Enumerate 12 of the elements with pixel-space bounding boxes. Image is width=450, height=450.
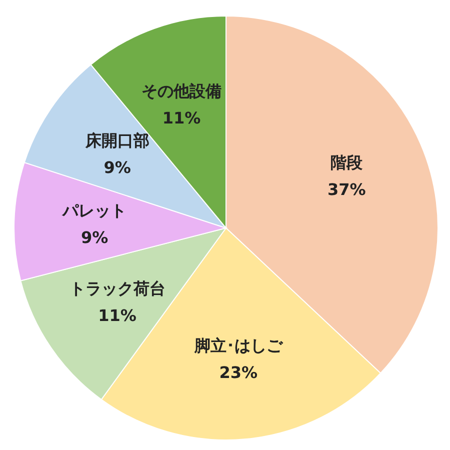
data-label: 23% bbox=[219, 362, 258, 382]
slice-label: トラック荷台 bbox=[69, 278, 166, 298]
slice-label: 脚立･はしご bbox=[193, 336, 284, 355]
slice-label: パレット bbox=[62, 200, 127, 220]
data-label: 9% bbox=[104, 158, 131, 178]
data-label: 9% bbox=[81, 228, 108, 247]
slice-label: 床開口部 bbox=[84, 131, 150, 150]
data-label: 11% bbox=[98, 306, 136, 325]
data-label: 37% bbox=[327, 180, 366, 199]
slice-label: 階段 bbox=[330, 152, 364, 172]
data-label: 11% bbox=[162, 108, 201, 128]
slice-label: その他設備 bbox=[141, 81, 222, 100]
